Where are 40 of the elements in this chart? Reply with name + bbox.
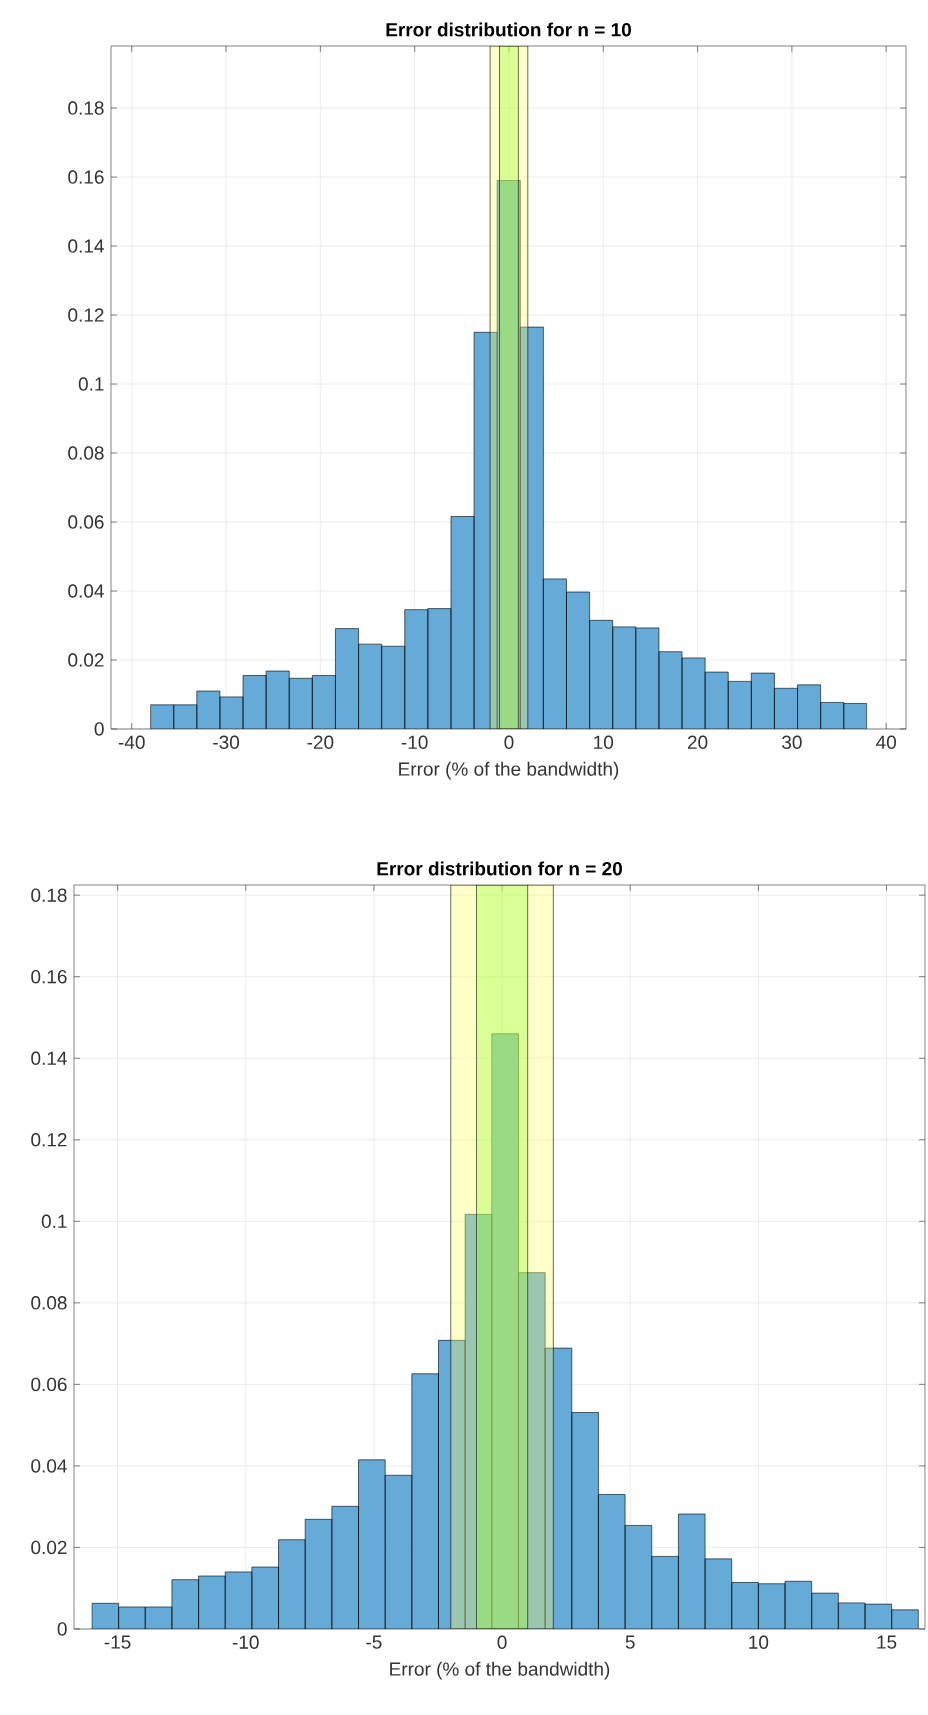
x-axis-title: Error (% of the bandwidth) xyxy=(399,761,619,780)
y-tick-label: 0.14 xyxy=(31,1051,67,1065)
x-tick-label: -10 xyxy=(401,735,428,749)
x-tick-label: 0 xyxy=(504,735,514,749)
y-tick-label: 0.04 xyxy=(31,1459,67,1473)
y-tick-label: 0 xyxy=(57,1622,67,1636)
x-tick-label: 15 xyxy=(877,1635,897,1649)
x-tick-label: 0 xyxy=(497,1635,507,1649)
x-tick-label: 40 xyxy=(876,735,897,749)
y-tick-label: 0.1 xyxy=(78,377,104,391)
chart-title: Error distribution for n = 10 xyxy=(386,22,631,37)
x-tick-label: -30 xyxy=(213,735,240,749)
y-tick-label: 0.08 xyxy=(68,446,104,460)
x-tick-label: 10 xyxy=(749,1635,769,1649)
x-tick-label: -20 xyxy=(307,735,334,749)
y-tick-label: 0.12 xyxy=(31,1133,67,1147)
y-tick-label: 0.02 xyxy=(68,653,104,667)
y-tick-label: 0.04 xyxy=(68,584,104,598)
x-tick-label: -10 xyxy=(232,1635,259,1649)
chart-title: Error distribution for n = 20 xyxy=(377,861,622,876)
y-tick-label: 0.18 xyxy=(68,101,104,115)
x-tick-label: -5 xyxy=(366,1635,382,1649)
x-tick-label: 10 xyxy=(594,735,614,749)
y-tick-label: 0.1 xyxy=(41,1214,67,1229)
x-tick-label: -15 xyxy=(104,1635,131,1649)
x-tick-label: 5 xyxy=(625,1635,635,1649)
x-tick-label: -40 xyxy=(118,735,145,749)
y-tick-label: 0.06 xyxy=(68,515,104,529)
y-tick-label: 0.16 xyxy=(31,969,67,984)
y-tick-label: 0.14 xyxy=(68,239,104,253)
y-tick-label: 0.12 xyxy=(68,308,104,322)
y-tick-label: 0.06 xyxy=(31,1377,67,1392)
x-axis-title: Error (% of the bandwidth) xyxy=(390,1661,610,1680)
y-tick-label: 0.18 xyxy=(31,888,67,902)
y-tick-label: 0.16 xyxy=(68,170,104,184)
y-tick-label: 0 xyxy=(94,722,104,736)
y-tick-label: 0.08 xyxy=(31,1296,67,1310)
x-tick-label: 20 xyxy=(687,735,708,749)
y-tick-label: 0.02 xyxy=(31,1540,67,1555)
x-tick-label: 30 xyxy=(782,735,802,749)
